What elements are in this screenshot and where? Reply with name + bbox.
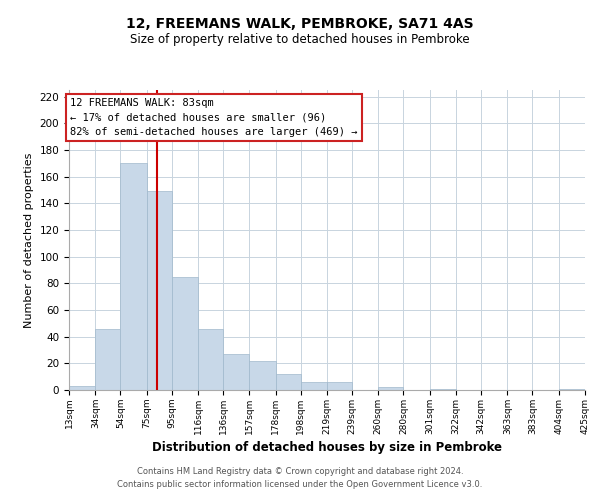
X-axis label: Distribution of detached houses by size in Pembroke: Distribution of detached houses by size … xyxy=(152,441,502,454)
Y-axis label: Number of detached properties: Number of detached properties xyxy=(24,152,34,328)
Bar xyxy=(379,388,403,390)
Bar xyxy=(95,328,121,390)
Bar xyxy=(559,388,585,390)
Text: Contains public sector information licensed under the Open Government Licence v3: Contains public sector information licen… xyxy=(118,480,482,489)
Text: Contains HM Land Registry data © Crown copyright and database right 2024.: Contains HM Land Registry data © Crown c… xyxy=(137,467,463,476)
Bar xyxy=(172,276,198,390)
Text: Size of property relative to detached houses in Pembroke: Size of property relative to detached ho… xyxy=(130,32,470,46)
Bar xyxy=(146,192,172,390)
Bar xyxy=(198,328,223,390)
Bar xyxy=(69,386,95,390)
Bar xyxy=(223,354,250,390)
Text: 12 FREEMANS WALK: 83sqm
← 17% of detached houses are smaller (96)
82% of semi-de: 12 FREEMANS WALK: 83sqm ← 17% of detache… xyxy=(70,98,358,137)
Bar xyxy=(301,382,327,390)
Bar xyxy=(121,164,146,390)
Bar xyxy=(275,374,301,390)
Text: 12, FREEMANS WALK, PEMBROKE, SA71 4AS: 12, FREEMANS WALK, PEMBROKE, SA71 4AS xyxy=(126,18,474,32)
Bar xyxy=(327,382,352,390)
Bar xyxy=(250,360,275,390)
Bar xyxy=(430,388,456,390)
